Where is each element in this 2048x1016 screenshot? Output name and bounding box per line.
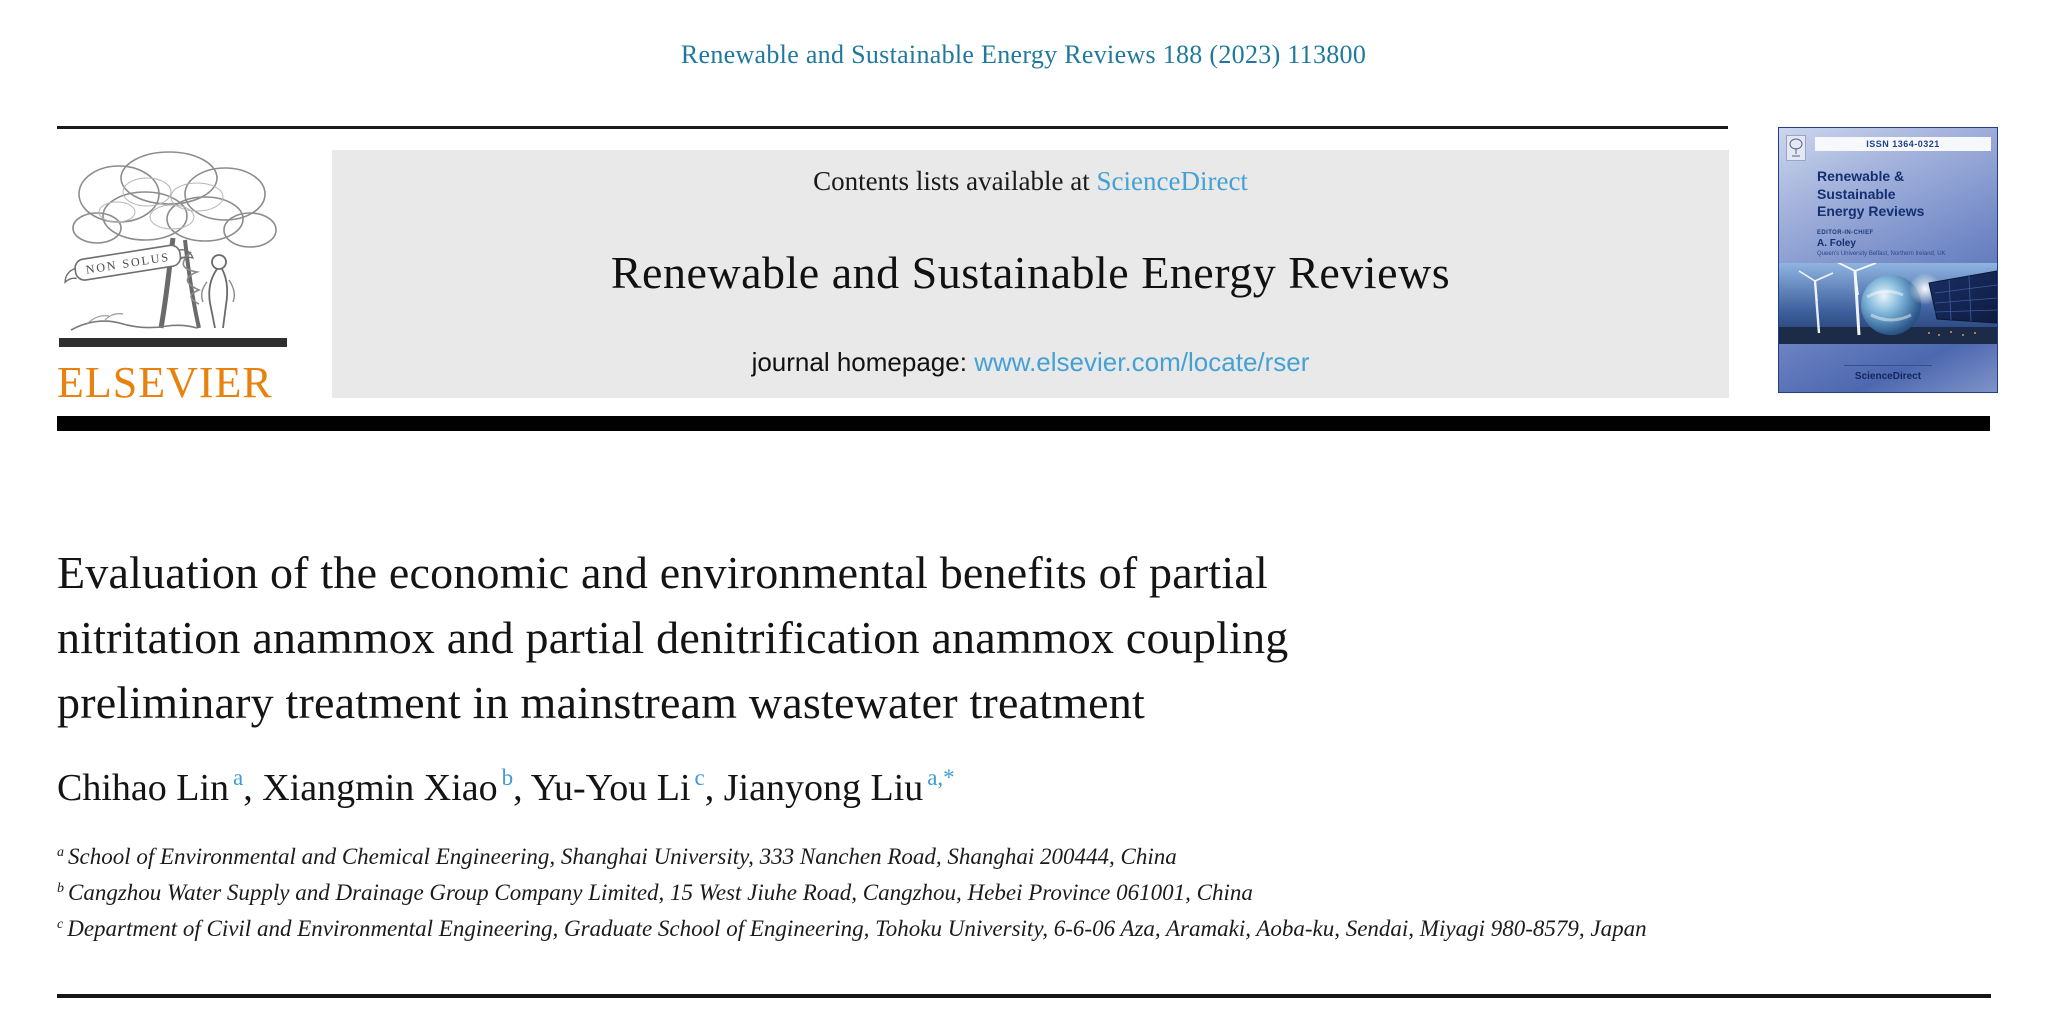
affiliation-text: School of Environmental and Chemical Eng… (68, 844, 1177, 869)
elsevier-logo-block: NON SOLUS ELSEVIER (57, 142, 289, 405)
contents-prefix: Contents lists available at (813, 166, 1090, 196)
author-affiliation-sup: a,* (927, 765, 955, 790)
affiliation-text: Department of Civil and Environmental En… (67, 916, 1647, 941)
author-name: Xiangmin Xiao (262, 767, 498, 809)
affiliation-row: a School of Environmental and Chemical En… (57, 841, 1717, 877)
sciencedirect-link[interactable]: ScienceDirect (1096, 166, 1248, 196)
author-affiliation-sup: c (694, 765, 705, 790)
article-title-line-1: Evaluation of the economic and environme… (57, 547, 1268, 598)
affiliation-row: b Cangzhou Water Supply and Drainage Grou… (57, 877, 1717, 913)
author-affiliation-sup: b (501, 765, 514, 790)
cover-issn: ISSN 1364-0321 (1815, 137, 1991, 151)
homepage-line: journal homepage: www.elsevier.com/locat… (752, 347, 1310, 378)
author-name: Yu-You Li (530, 767, 691, 809)
cover-editor-name: A. Foley (1817, 238, 1856, 249)
masthead-bottom-bar (57, 416, 1990, 431)
journal-title: Renewable and Sustainable Energy Reviews (610, 246, 1451, 298)
running-head-citation: Renewable and Sustainable Energy Reviews… (680, 40, 1367, 69)
author-name: Chihao Lin (57, 767, 230, 809)
article-title-line-3: preliminary treatment in mainstream wast… (57, 677, 1145, 728)
cover-elsevier-mark-icon (1786, 135, 1806, 161)
article-title-line-2: nitritation anammox and partial denitrif… (57, 612, 1289, 663)
cover-footer-rule (1844, 365, 1932, 366)
affiliation-sup: c (57, 917, 64, 932)
footer-rule (57, 994, 1991, 998)
cover-editor-label: EDITOR-IN-CHIEF (1817, 230, 1874, 236)
header-rule (57, 126, 1728, 129)
solar-panel-graphic (1928, 270, 1997, 324)
affiliation-row: c Department of Civil and Environmental E… (57, 913, 1717, 949)
cover-editor-affiliation: Queen's University Belfast, Northern Ire… (1817, 251, 1946, 257)
masthead-box: Contents lists available at ScienceDirec… (332, 150, 1729, 398)
wind-turbine-graphic (1798, 263, 1877, 336)
journal-cover-thumbnail[interactable]: ISSN 1364-0321 Renewable & Sustainable E… (1778, 127, 1998, 393)
elsevier-tree-icon: NON SOLUS (59, 151, 287, 347)
affiliation-sup: a (57, 845, 64, 860)
affiliation-text: Cangzhou Water Supply and Drainage Group… (68, 880, 1253, 905)
affiliation-sup: b (57, 881, 64, 896)
homepage-url-link[interactable]: www.elsevier.com/locate/rser (974, 347, 1310, 377)
earth-graphic (1861, 275, 1921, 335)
author-name: Jianyong Liu (723, 767, 924, 809)
cover-art-image (1779, 263, 1997, 344)
elsevier-wordmark: ELSEVIER (57, 358, 273, 407)
affiliation-list: a School of Environmental and Chemical En… (57, 841, 1717, 949)
homepage-prefix: journal homepage: (751, 347, 967, 377)
author-list: Chihao Lin a, Xiangmin Xiao b, Yu-You Li c,… (57, 765, 955, 809)
contents-line: Contents lists available at ScienceDirec… (813, 166, 1248, 197)
cover-sciencedirect-label: ScienceDirect (1854, 371, 1922, 382)
author-affiliation-sup: a (233, 765, 244, 790)
article-title: Evaluation of the economic and environme… (57, 540, 1817, 735)
cover-journal-title: Renewable & Sustainable Energy Reviews (1817, 168, 1925, 219)
